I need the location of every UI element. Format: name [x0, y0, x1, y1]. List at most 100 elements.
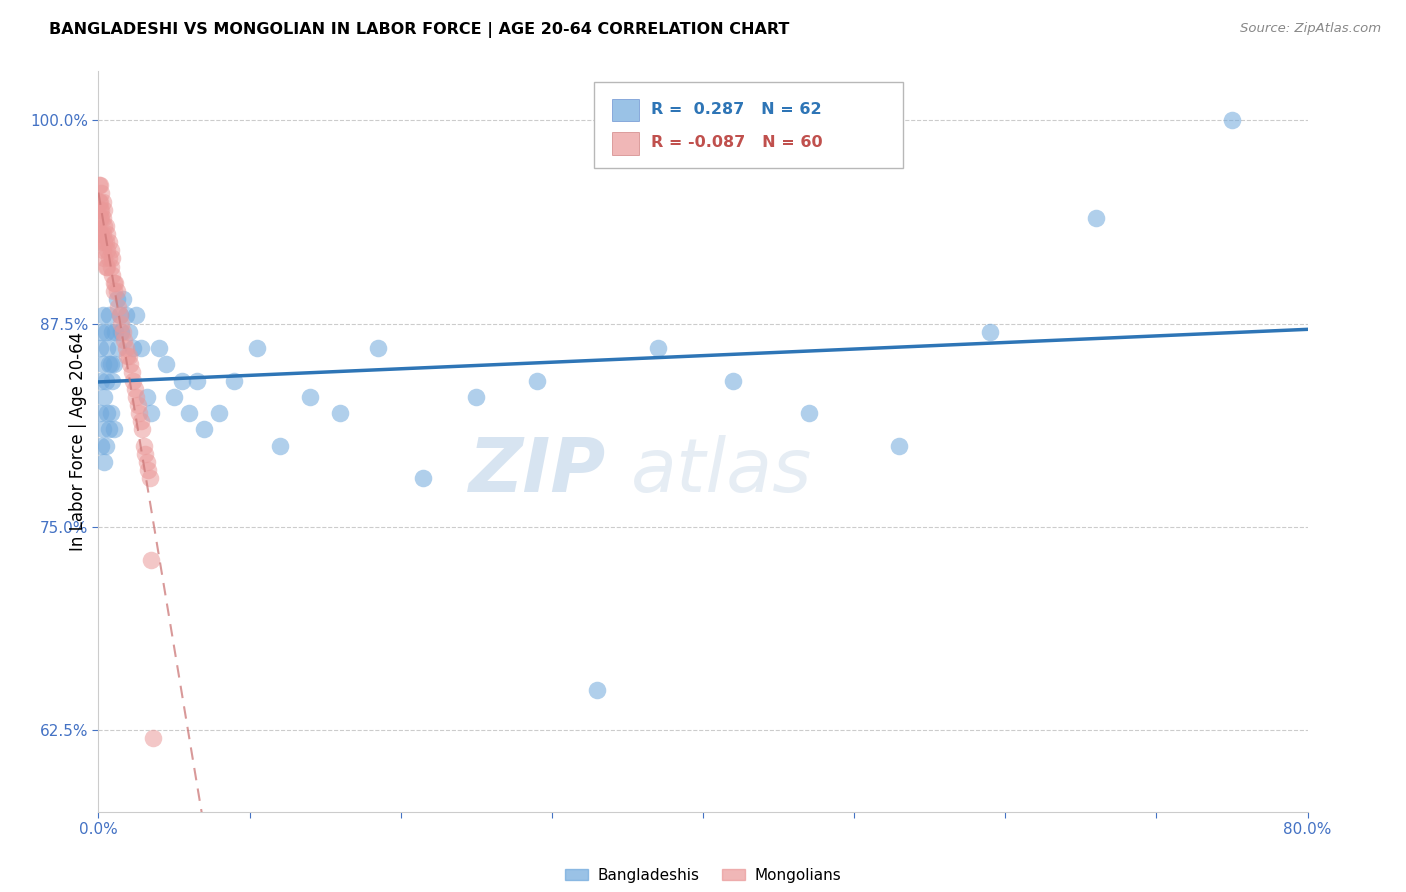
Point [96, 244, 118, 258]
Point [125, 390, 148, 404]
Point [108, 309, 131, 323]
Point [100, 357, 122, 371]
Point [170, 374, 193, 388]
Point [98, 422, 121, 436]
Point [124, 382, 146, 396]
Point [93, 219, 115, 233]
Point [114, 309, 136, 323]
Point [125, 309, 148, 323]
Text: BANGLADESHI VS MONGOLIAN IN LABOR FORCE | AGE 20-64 CORRELATION CHART: BANGLADESHI VS MONGOLIAN IN LABOR FORCE … [49, 22, 790, 38]
Point [100, 406, 122, 420]
Point [186, 374, 208, 388]
Point [94, 219, 117, 233]
Point [91, 422, 114, 436]
Point [94, 235, 117, 250]
Point [224, 374, 246, 388]
Point [269, 439, 291, 453]
Y-axis label: In Labor Force | Age 20-64: In Labor Force | Age 20-64 [69, 332, 87, 551]
Point [98, 309, 121, 323]
Point [96, 260, 118, 274]
Point [118, 349, 141, 363]
Point [93, 202, 115, 217]
Point [104, 325, 127, 339]
Point [89, 194, 111, 209]
Point [94, 325, 117, 339]
Point [90, 235, 112, 250]
Point [118, 325, 141, 339]
Point [136, 463, 159, 477]
Point [1220, 113, 1243, 128]
Point [89, 178, 111, 193]
Point [586, 682, 609, 697]
Legend: Bangladeshis, Mongolians: Bangladeshis, Mongolians [560, 862, 846, 889]
Point [103, 422, 125, 436]
Point [101, 268, 124, 282]
Point [367, 341, 389, 355]
Point [105, 292, 128, 306]
Point [91, 244, 114, 258]
Point [108, 309, 131, 323]
Point [103, 357, 125, 371]
Point [89, 341, 111, 355]
Point [91, 194, 114, 209]
Point [723, 374, 745, 388]
Point [647, 341, 669, 355]
Point [89, 227, 111, 241]
Point [93, 390, 115, 404]
Text: atlas: atlas [630, 435, 811, 508]
Point [246, 341, 269, 355]
Point [101, 325, 124, 339]
Point [122, 341, 145, 355]
Point [89, 406, 111, 420]
Point [208, 406, 231, 420]
Point [103, 276, 125, 290]
Point [93, 252, 115, 266]
Point [329, 406, 352, 420]
Point [103, 284, 125, 298]
Point [120, 357, 142, 371]
Point [1085, 211, 1108, 225]
Point [465, 390, 488, 404]
Point [110, 317, 132, 331]
Point [91, 227, 114, 241]
Point [101, 374, 124, 388]
Point [412, 471, 434, 485]
Point [90, 325, 112, 339]
Point [93, 235, 115, 250]
Point [797, 406, 820, 420]
Bar [613, 99, 638, 121]
Bar [613, 132, 638, 154]
Point [129, 414, 152, 428]
Text: ZIP: ZIP [470, 434, 606, 508]
Point [122, 374, 145, 388]
Point [94, 374, 117, 388]
Point [299, 390, 322, 404]
Point [114, 341, 136, 355]
Point [107, 301, 129, 315]
Point [93, 455, 115, 469]
Point [90, 439, 112, 453]
Point [979, 325, 1001, 339]
Point [110, 325, 132, 339]
Point [89, 202, 111, 217]
Point [131, 422, 153, 436]
Point [90, 186, 112, 201]
Point [139, 471, 162, 485]
Point [155, 357, 177, 371]
Point [91, 211, 114, 225]
Point [141, 406, 163, 420]
Point [101, 252, 124, 266]
Point [142, 731, 165, 746]
Point [105, 284, 128, 298]
Point [129, 341, 152, 355]
Point [121, 365, 143, 379]
Point [526, 374, 548, 388]
Point [132, 439, 155, 453]
Point [111, 292, 134, 306]
Point [90, 227, 112, 241]
Point [98, 252, 121, 266]
Point [135, 390, 157, 404]
Point [128, 406, 150, 420]
Point [91, 309, 114, 323]
Point [91, 357, 114, 371]
